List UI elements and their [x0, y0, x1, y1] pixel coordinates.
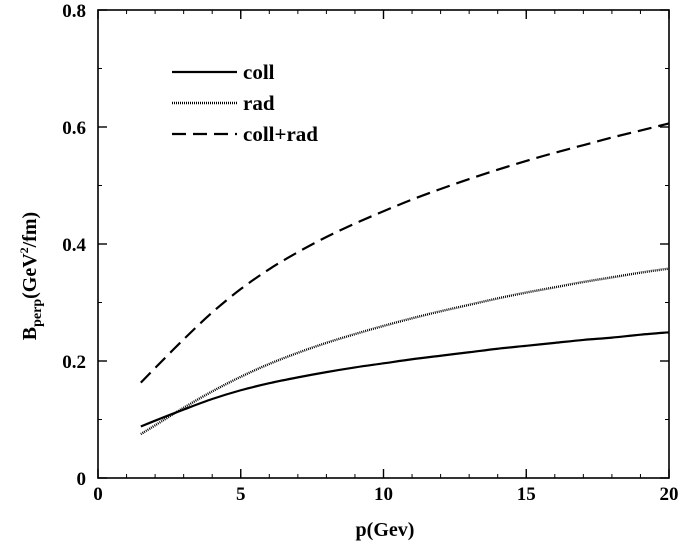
plot-area: 0 5 10 15 20 0 0.2 0.4 0.6 0.8: [62, 1, 678, 505]
legend: coll rad coll+rad: [172, 60, 318, 146]
y-axis-title-text: Bperp(GeV2/fm): [17, 212, 45, 340]
series-line-coll-rad: [140, 122, 670, 384]
y-axis-title-unit-prefix: (GeV: [19, 253, 41, 299]
y-tick-label: 0.8: [62, 1, 86, 22]
y-axis-title-main: B: [19, 327, 41, 340]
y-axis-title-unit-suffix: /fm): [19, 212, 41, 249]
x-axis-title: p(Gev): [356, 519, 415, 541]
series-line-rad: [140, 267, 670, 436]
legend-label-coll: coll: [243, 60, 275, 84]
y-tick-label: 0.4: [62, 235, 86, 256]
y-tick-label: 0: [77, 469, 87, 490]
legend-label-coll-rad: coll+rad: [243, 122, 318, 146]
y-axis-title-superscript: 2: [17, 247, 31, 253]
x-tick-label: 20: [660, 484, 679, 505]
y-axis-title: Bperp(GeV2/fm): [17, 212, 45, 340]
x-tick-label: 15: [517, 484, 536, 505]
legend-label-rad: rad: [243, 91, 275, 115]
series-line-coll: [140, 331, 670, 428]
y-tick-label: 0.6: [62, 118, 86, 139]
x-tick-label: 0: [93, 484, 103, 505]
x-tick-label: 5: [236, 484, 246, 505]
y-axis-title-subscript: perp: [30, 299, 45, 327]
y-tick-label: 0.2: [62, 352, 86, 373]
x-tick-label: 10: [374, 484, 393, 505]
